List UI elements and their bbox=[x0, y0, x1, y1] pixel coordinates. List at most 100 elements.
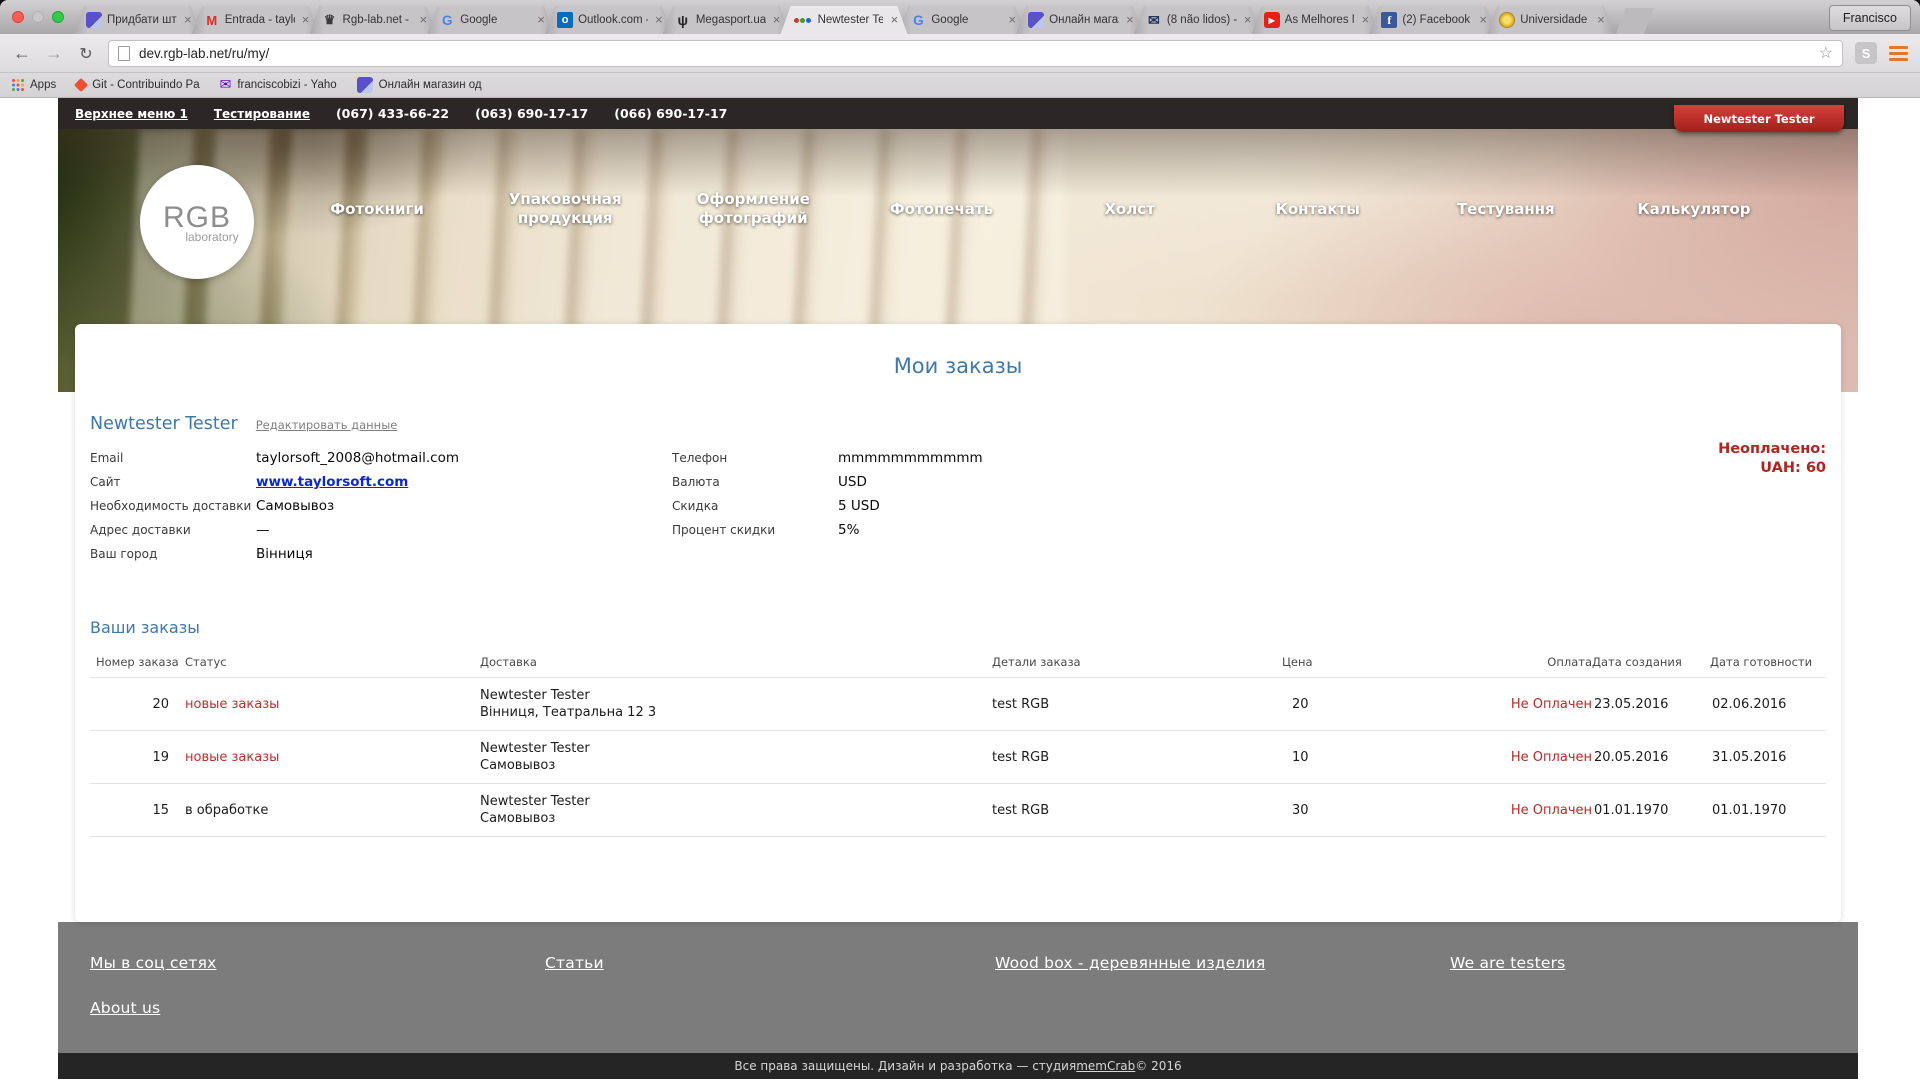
back-icon[interactable] bbox=[12, 44, 32, 62]
close-tab-icon[interactable] bbox=[417, 11, 429, 29]
close-tab-icon[interactable] bbox=[300, 11, 312, 29]
browser-tab[interactable]: As Melhores Mu bbox=[1252, 6, 1379, 34]
nav-item-photo-print[interactable]: Фотопечать bbox=[889, 199, 994, 218]
close-tab-icon[interactable] bbox=[653, 11, 665, 29]
browser-tab[interactable]: Придбати шта bbox=[74, 6, 201, 34]
browser-tab[interactable]: (8 não lidos) - f bbox=[1134, 6, 1261, 34]
browser-tab[interactable]: Онлайн магази bbox=[1016, 6, 1143, 34]
order-payment: Не Оплачен bbox=[1337, 677, 1592, 731]
nav-item-packaging[interactable]: Упаковочная продукция bbox=[508, 190, 622, 227]
close-tab-icon[interactable] bbox=[535, 11, 547, 29]
browser-tab[interactable]: Google bbox=[427, 6, 554, 34]
close-tab-icon[interactable] bbox=[1124, 11, 1136, 29]
violet-site-icon bbox=[86, 12, 102, 28]
main-nav: Фотокниги Упаковочная продукция Оформлен… bbox=[283, 187, 1788, 231]
browser-tab[interactable]: Universidade Lu bbox=[1487, 6, 1614, 34]
phone-number: (067) 433-66-22 bbox=[335, 106, 450, 121]
col-delivery: Доставка bbox=[480, 649, 992, 678]
nav-item-photobooks[interactable]: Фотокниги bbox=[330, 199, 424, 218]
footer-link-woodbox[interactable]: Wood box - деревянные изделия bbox=[995, 954, 1266, 972]
account-button[interactable]: Newtester Tester bbox=[1674, 105, 1844, 132]
tab-title: Rgb-lab.net - A bbox=[342, 14, 413, 26]
minimize-window-button[interactable] bbox=[32, 11, 44, 23]
nav-item-photo-framing[interactable]: Оформление фотографий bbox=[696, 190, 810, 227]
field-discount: Скидка 5 USD bbox=[672, 498, 880, 514]
field-delivery-address: Адрес доставки — bbox=[90, 522, 270, 538]
chrome-menu-icon[interactable] bbox=[1889, 45, 1908, 61]
top-menu-link-1[interactable]: Верхнее меню 1 bbox=[75, 106, 188, 121]
website-link[interactable]: www.taylorsoft.com bbox=[256, 474, 409, 490]
close-tab-icon[interactable] bbox=[1242, 11, 1254, 29]
nav-item-testing[interactable]: Тестування bbox=[1456, 199, 1555, 218]
field-telephone: Телефон mmmmmmmmmmm bbox=[672, 450, 983, 466]
bookmark-apps[interactable]: Apps bbox=[12, 79, 56, 91]
nav-item-calculator[interactable]: Калькулятор bbox=[1637, 199, 1751, 218]
copyright-year: © 2016 bbox=[1135, 1059, 1182, 1073]
reload-icon[interactable] bbox=[76, 44, 96, 63]
bookmarks-bar: Apps Git - Contribuindo Pa franciscobizi… bbox=[0, 73, 1920, 98]
order-details: test RGB bbox=[992, 677, 1282, 731]
site-logo[interactable]: RGB laboratory bbox=[140, 165, 254, 279]
browser-tab-active[interactable]: Newtester Test bbox=[781, 6, 908, 34]
order-row: 20 новые заказы Newtester Tester Вінниця… bbox=[90, 677, 1826, 731]
page-icon bbox=[118, 45, 130, 61]
profile-details: Email taylorsoft_2008@hotmail.com Сайт w… bbox=[90, 441, 1826, 576]
bookmark-item[interactable]: Git - Contribuindo Pa bbox=[74, 77, 200, 93]
browser-tab[interactable]: Google bbox=[898, 6, 1025, 34]
tab-title: As Melhores Mu bbox=[1284, 14, 1349, 26]
close-tab-icon[interactable] bbox=[1359, 11, 1371, 29]
footer-link-social[interactable]: Мы в соц сетях bbox=[90, 954, 217, 972]
order-delivery: Newtester Tester Вінниця, Театральна 12 … bbox=[480, 677, 992, 731]
field-city: Ваш город Вінниця bbox=[90, 546, 313, 562]
tab-title: Outlook.com - t bbox=[578, 14, 643, 26]
close-tab-icon[interactable] bbox=[1006, 11, 1018, 29]
fullscreen-window-button[interactable] bbox=[52, 11, 64, 23]
field-discount-percent: Процент скидки 5% bbox=[672, 522, 860, 538]
close-window-button[interactable] bbox=[12, 11, 24, 23]
browser-profile-button[interactable]: Francisco bbox=[1828, 5, 1911, 31]
new-tab-button[interactable] bbox=[1616, 8, 1654, 34]
browser-tab[interactable]: Outlook.com - t bbox=[545, 6, 672, 34]
close-tab-icon[interactable] bbox=[182, 11, 194, 29]
top-menu-link-2[interactable]: Тестирование bbox=[213, 106, 310, 121]
outlook-icon bbox=[557, 12, 573, 28]
tab-title: Newtester Test bbox=[817, 14, 884, 26]
bookmark-item[interactable]: franciscobizi - Yaho bbox=[220, 76, 336, 94]
close-tab-icon[interactable] bbox=[888, 11, 900, 29]
order-status: новые заказы bbox=[185, 677, 480, 731]
extension-s-icon[interactable] bbox=[1855, 42, 1877, 64]
browser-tab[interactable]: (2) Facebook bbox=[1369, 6, 1496, 34]
browser-tab[interactable]: Entrada - taylor bbox=[192, 6, 319, 34]
close-tab-icon[interactable] bbox=[1477, 11, 1489, 29]
rgb-dots-icon bbox=[793, 12, 813, 28]
orders-header-row: Номер заказа Статус Доставка Детали зака… bbox=[90, 649, 1826, 678]
gmail-icon bbox=[204, 12, 220, 28]
footer-link-testers[interactable]: We are testers bbox=[1450, 954, 1566, 972]
browser-toolbar: dev.rgb-lab.net/ru/my/ bbox=[0, 34, 1920, 73]
close-tab-icon[interactable] bbox=[771, 11, 783, 29]
field-currency: Валюта USD bbox=[672, 474, 867, 490]
url-text[interactable]: dev.rgb-lab.net/ru/my/ bbox=[139, 45, 270, 61]
memcrab-link[interactable]: memCrab bbox=[1076, 1059, 1136, 1073]
footer-link-articles[interactable]: Статьи bbox=[545, 954, 604, 972]
bookmark-item[interactable]: Онлайн магазин од bbox=[356, 77, 482, 93]
phone-number: (066) 690-17-17 bbox=[614, 106, 728, 121]
order-details: test RGB bbox=[992, 730, 1282, 784]
browser-tab[interactable]: Megasport.ua - bbox=[663, 6, 790, 34]
close-tab-icon[interactable] bbox=[1595, 11, 1607, 29]
col-status: Статус bbox=[185, 649, 480, 678]
order-date-created: 20.05.2016 bbox=[1592, 730, 1710, 784]
nav-item-canvas[interactable]: Холст bbox=[1104, 199, 1155, 218]
footer-links-row-2: About us bbox=[58, 998, 1858, 1017]
order-number: 20 bbox=[90, 677, 185, 731]
edit-profile-link[interactable]: Редактировать данные bbox=[255, 418, 398, 432]
address-bar[interactable]: dev.rgb-lab.net/ru/my/ bbox=[108, 39, 1843, 67]
footer-link-about[interactable]: About us bbox=[90, 999, 161, 1017]
forward-icon[interactable] bbox=[44, 44, 64, 62]
nav-item-contacts[interactable]: Контакты bbox=[1275, 199, 1360, 218]
bookmark-star-icon[interactable] bbox=[1819, 43, 1833, 63]
profile-fields-right: Телефон mmmmmmmmmmm Валюта USD Скидка 5 … bbox=[672, 446, 983, 542]
col-order-number: Номер заказа bbox=[90, 649, 185, 678]
browser-tab[interactable]: Rgb-lab.net - A bbox=[310, 6, 437, 34]
violet-site-icon bbox=[1028, 12, 1044, 28]
